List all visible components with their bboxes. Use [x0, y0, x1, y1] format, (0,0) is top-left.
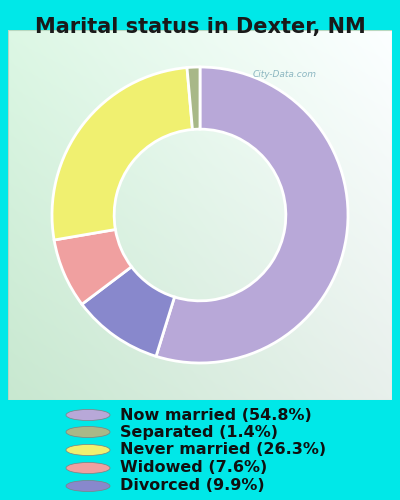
- Wedge shape: [156, 67, 348, 363]
- Circle shape: [66, 410, 110, 420]
- Wedge shape: [52, 68, 192, 240]
- Text: City-Data.com: City-Data.com: [253, 70, 317, 79]
- Circle shape: [66, 462, 110, 473]
- Circle shape: [66, 480, 110, 492]
- Text: Separated (1.4%): Separated (1.4%): [120, 424, 278, 440]
- Text: Never married (26.3%): Never married (26.3%): [120, 442, 326, 458]
- Text: Divorced (9.9%): Divorced (9.9%): [120, 478, 265, 494]
- Text: Marital status in Dexter, NM: Marital status in Dexter, NM: [35, 18, 365, 38]
- Wedge shape: [54, 230, 132, 304]
- Wedge shape: [82, 267, 174, 356]
- Wedge shape: [187, 67, 200, 130]
- Circle shape: [66, 426, 110, 438]
- Circle shape: [66, 444, 110, 456]
- Text: Widowed (7.6%): Widowed (7.6%): [120, 460, 267, 475]
- Text: Now married (54.8%): Now married (54.8%): [120, 408, 312, 422]
